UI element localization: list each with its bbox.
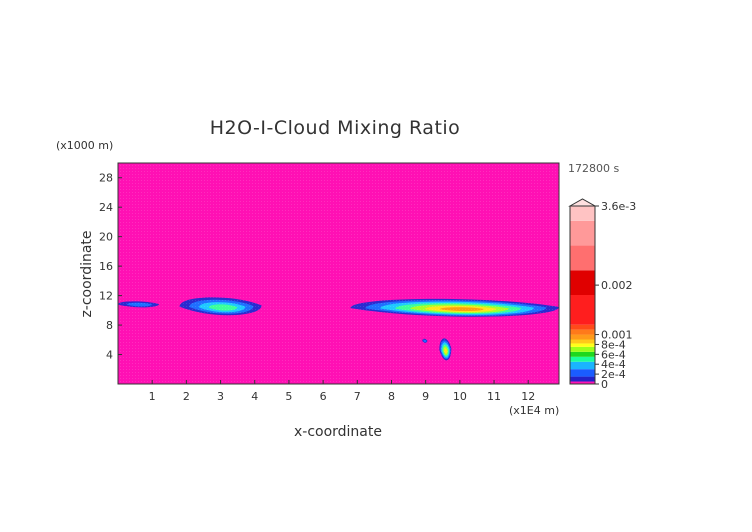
x-tick-label: 7 [354,390,361,403]
y-tick-label: 28 [99,172,113,185]
y-axis-ticks: 4 8 12 16 20 24 28 [99,172,122,362]
y-tick-label: 16 [99,260,113,273]
colorbar-band [570,206,595,221]
y-tick-label: 8 [106,319,113,332]
x-tick-label: 12 [521,390,535,403]
time-label: 172800 s [568,162,619,175]
x-tick-label: 1 [149,390,156,403]
x-tick-label: 8 [388,390,395,403]
colorbar-extend-arrow [568,198,597,207]
colorbar-label: 8e-4 [601,338,626,351]
colorbar-band [570,346,595,352]
colorbar-band [570,220,595,246]
colorbar-band [570,351,595,357]
colorbar [568,198,597,385]
colorbar-label: 3.6e-3 [601,200,636,213]
colorbar-label: 6e-4 [601,348,626,361]
x-tick-label: 5 [285,390,292,403]
colorbar-band [570,270,595,295]
plot-texture [118,163,559,384]
x-tick-label: 11 [487,390,501,403]
colorbar-label: 0.002 [601,279,633,292]
x-tick-label: 9 [422,390,429,403]
y-tick-label: 12 [99,290,113,303]
y-tick-label: 24 [99,201,113,214]
colorbar-label: 2e-4 [601,368,626,381]
colorbar-label: 4e-4 [601,358,626,371]
x-tick-label: 4 [251,390,258,403]
colorbar-band [570,329,595,335]
colorbar-band [570,245,595,271]
x-tick-label: 10 [453,390,467,403]
x-tick-label: 3 [217,390,224,403]
y-tick-label: 20 [99,231,113,244]
plot-area [117,162,560,385]
colorbar-band [570,376,595,382]
colorbar-label: 0.001 [601,329,633,342]
colorbar-band [570,295,595,325]
colorbar-band [570,356,595,362]
colorbar-band [570,334,595,340]
colorbar-label: 0 [601,378,608,391]
y-axis-label: z-coordinate [79,230,95,317]
y-unit-label: (x1000 m) [56,139,113,152]
x-tick-label: 6 [320,390,327,403]
colorbar-band [570,369,595,377]
colorbar-band [570,381,595,384]
x-axis-label: x-coordinate [294,424,382,440]
plot-frame [117,162,560,385]
colorbar-labels: 02e-44e-46e-48e-40.001 0.002 3.6e-3 [595,200,636,391]
y-tick-label: 4 [106,349,113,362]
colorbar-band [570,339,595,344]
x-tick-label: 2 [183,390,190,403]
chart-title: H2O-I-Cloud Mixing Ratio [210,117,461,139]
colorbar-band [570,324,595,330]
colorbar-band [570,361,595,370]
x-axis-ticks: 1 2 3 4 5 6 7 8 9 10 11 12 [149,380,535,403]
x-unit-label: (x1E4 m) [509,404,559,417]
colorbar-band [570,343,595,347]
